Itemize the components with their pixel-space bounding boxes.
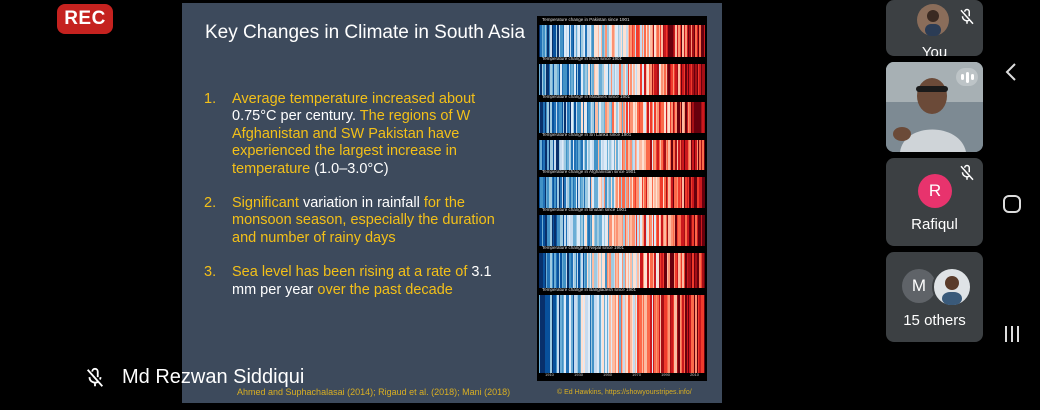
- axis-tick-label: 1950: [603, 372, 612, 377]
- slide-bullet: 3. Sea level has been rising at a rate of…: [204, 264, 504, 299]
- bullet-text: (1.0–3.0°C): [314, 160, 389, 177]
- bullet-text: Sea level has been rising at a rate of: [232, 264, 472, 281]
- active-speaker-name: Md Rezwan Siddiqui: [122, 366, 305, 388]
- warming-stripes-figure: Temperature change in Pakistan since 190…: [537, 16, 707, 381]
- stripe-panel: Temperature change in Bhutan since 1901: [539, 206, 705, 246]
- participant-name: 15 others: [903, 312, 966, 329]
- axis-tick-label: 1910: [545, 372, 554, 377]
- stripe-panel: Temperature change in Nepal since 1901: [539, 244, 705, 288]
- bullet-number: 1.: [204, 91, 217, 107]
- participant-name: Rafiqul: [911, 216, 958, 233]
- bullet-text: 3.1 mm per year: [232, 264, 492, 298]
- stripe-bars: [539, 253, 705, 288]
- stripe-bars: [539, 295, 705, 373]
- stripe-panel-label: Temperature change in Afghanistan since …: [542, 169, 636, 174]
- stripe-panel-label: Temperature change in Sri Lanka since 19…: [542, 132, 632, 137]
- stripe-panel-label: Temperature change in Bangladesh since 1…: [542, 287, 637, 292]
- mic-off-icon: [960, 8, 974, 25]
- mic-off-icon: [86, 367, 104, 387]
- participant-tile-others[interactable]: M 15 others: [886, 252, 983, 342]
- stripe-bars: [539, 102, 705, 133]
- avatar: [917, 4, 949, 36]
- avatar: M: [902, 269, 936, 303]
- stripe-bars: [539, 25, 705, 57]
- participant-video-feed: [886, 62, 983, 152]
- stripe-panel: Temperature change in India since 1901: [539, 55, 705, 95]
- presentation-slide: Key Changes in Climate in South Asia 1. A…: [182, 3, 722, 403]
- stripe-bars: [539, 215, 705, 246]
- participant-tile-video[interactable]: [886, 62, 983, 152]
- stripe-panel: Temperature change in Pakistan since 190…: [539, 16, 705, 57]
- bullet-text: 0.75°C per century.: [232, 108, 360, 125]
- slide-bullet-list: 1. Average temperature increased about 0.…: [204, 91, 504, 316]
- bullet-number: 2.: [204, 194, 217, 211]
- axis-tick-label: 1990: [661, 372, 670, 377]
- bullet-text: variation in rainfall: [302, 194, 424, 211]
- bullet-text: for the monsoon season, especially the d…: [232, 194, 495, 246]
- axis-tick-label: 1970: [632, 372, 641, 377]
- slide-credit: © Ed Hawkins, https://showyourstripes.in…: [557, 389, 692, 396]
- bullet-text: over the past decade: [317, 281, 453, 298]
- bullet-number: 3.: [204, 264, 217, 281]
- stripe-panel-label: Temperature change in India since 1901: [542, 56, 623, 61]
- participant-name: You: [921, 44, 948, 56]
- stripe-bars: [539, 140, 705, 170]
- stripe-panel: Temperature change in Sri Lanka since 19…: [539, 131, 705, 170]
- stripe-panel-label: Temperature change in Bhutan since 1901: [542, 207, 627, 212]
- stripe-bars: [539, 177, 705, 208]
- participant-tile-you[interactable]: You: [886, 0, 983, 56]
- slide-citation: Ahmed and Suphachalasai (2014); Rigaud e…: [237, 387, 511, 397]
- bullet-text: The regions of W Afghanistan and SW Paki…: [232, 108, 471, 177]
- bullet-text: Significant: [232, 194, 303, 211]
- stripe-panel: Temperature change in Afghanistan since …: [539, 168, 705, 208]
- bullet-text: Average temperature increased about: [232, 91, 476, 107]
- active-speaker-label: Md Rezwan Siddiqui: [84, 366, 304, 389]
- stripe-panel: Temperature change in Bangladesh since 1…: [539, 286, 705, 373]
- axis-tick-label: 2010: [690, 372, 699, 377]
- slide-bullet: 2. Significant variation in rainfall for …: [204, 195, 504, 247]
- mic-off-icon: [960, 164, 974, 181]
- back-icon[interactable]: [1000, 60, 1024, 84]
- recent-apps-icon[interactable]: [1000, 322, 1024, 346]
- axis-tick-label: 1930: [574, 372, 583, 377]
- stripe-panel: Temperature change in Maldives since 190…: [539, 93, 705, 133]
- stripe-panel-label: Temperature change in Pakistan since 190…: [542, 17, 630, 22]
- stripe-panel-label: Temperature change in Nepal since 1901: [542, 245, 625, 250]
- avatar-photo: [932, 267, 972, 307]
- stripe-bars: [539, 64, 705, 95]
- slide-title: Key Changes in Climate in South Asia: [205, 22, 526, 43]
- stripe-panel-label: Temperature change in Maldives since 190…: [542, 94, 631, 99]
- avatar: R: [918, 174, 952, 208]
- slide-bullet: 1. Average temperature increased about 0.…: [204, 91, 504, 178]
- home-icon[interactable]: [1000, 192, 1024, 216]
- participant-tile-rafiqul[interactable]: R Rafiqul: [886, 158, 983, 246]
- stripe-axis: 1910 1930 1950 1970 1990 2010: [539, 372, 705, 380]
- recording-badge: REC: [57, 4, 113, 34]
- speaking-indicator: [956, 68, 978, 86]
